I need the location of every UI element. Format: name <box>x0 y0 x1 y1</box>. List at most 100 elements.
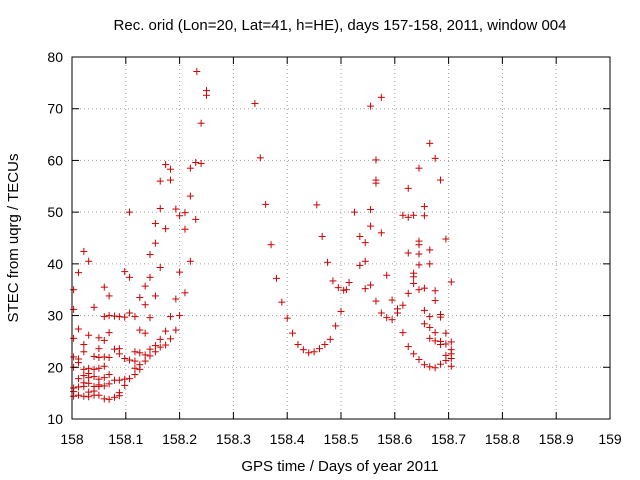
data-point <box>410 211 418 219</box>
data-point <box>186 164 194 172</box>
x-tick-label: 158.5 <box>323 431 358 447</box>
data-point <box>310 348 318 356</box>
data-point <box>186 257 194 265</box>
data-point <box>431 364 439 372</box>
data-point <box>294 341 302 349</box>
data-point <box>131 313 139 321</box>
data-point <box>372 179 380 187</box>
data-point <box>90 373 98 381</box>
data-point <box>186 192 194 200</box>
data-point <box>289 329 297 337</box>
data-point <box>70 305 78 313</box>
data-point <box>415 250 423 258</box>
data-point <box>426 334 434 342</box>
data-point <box>361 285 369 293</box>
data-point <box>80 341 88 349</box>
data-point <box>95 353 103 361</box>
data-point <box>350 208 358 216</box>
data-point <box>393 309 401 317</box>
data-point <box>426 260 434 268</box>
data-point <box>74 269 82 277</box>
y-tick-label: 10 <box>47 411 63 427</box>
data-point <box>95 391 103 399</box>
data-point <box>131 348 139 356</box>
axis-ticks: 158 158.1 158.2 158.3 158.4 158.5 158.6 158.7 15… <box>47 49 621 447</box>
data-point <box>100 353 108 361</box>
y-tick-label: 80 <box>47 49 63 65</box>
x-axis-label: GPS time / Days of year 2011 <box>241 458 438 475</box>
data-point <box>141 351 149 359</box>
data-point <box>334 284 342 292</box>
data-point <box>442 357 450 365</box>
data-point <box>324 258 332 266</box>
data-point <box>431 287 439 295</box>
data-point <box>80 348 88 356</box>
data-point <box>95 382 103 390</box>
data-point <box>176 312 184 320</box>
data-point <box>356 261 364 269</box>
data-point <box>372 297 380 305</box>
data-point <box>447 338 455 346</box>
data-point <box>146 251 154 259</box>
data-point <box>100 336 108 344</box>
data-point <box>90 365 98 373</box>
data-point <box>141 329 149 337</box>
data-point <box>80 372 88 380</box>
data-point <box>162 161 170 169</box>
data-point <box>420 320 428 328</box>
data-point <box>399 211 407 219</box>
data-point <box>166 335 174 343</box>
data-point <box>361 239 369 247</box>
data-point <box>181 225 189 233</box>
data-point <box>100 374 108 382</box>
data-point <box>415 356 423 364</box>
data-point <box>111 393 119 401</box>
data-point <box>399 329 407 337</box>
data-point <box>121 354 129 362</box>
data-point <box>399 301 407 309</box>
data-point <box>415 164 423 172</box>
data-point <box>420 284 428 292</box>
data-point <box>388 316 396 324</box>
data-point <box>121 268 129 276</box>
data-point <box>367 206 375 214</box>
data-point <box>431 337 439 345</box>
data-point <box>404 249 412 257</box>
data-point <box>162 341 170 349</box>
data-point <box>447 278 455 286</box>
data-point <box>162 225 170 233</box>
data-point <box>361 257 369 265</box>
data-point <box>121 313 129 321</box>
data-point <box>136 349 144 357</box>
x-tick-label: 158.8 <box>485 431 520 447</box>
data-point <box>151 348 159 356</box>
y-tick-label: 30 <box>47 308 63 324</box>
data-point <box>193 67 201 75</box>
data-point <box>166 165 174 173</box>
data-point <box>141 357 149 365</box>
data-point <box>74 391 82 399</box>
data-point <box>85 257 93 265</box>
data-point <box>115 392 123 400</box>
data-point <box>151 220 159 228</box>
x-tick-label: 158.7 <box>431 431 466 447</box>
data-point <box>105 353 113 361</box>
x-tick-label: 159 <box>598 431 622 447</box>
data-point <box>146 352 154 360</box>
data-point <box>100 382 108 390</box>
data-point <box>410 273 418 281</box>
data-point <box>356 232 364 240</box>
data-point <box>74 359 82 367</box>
data-point <box>367 281 375 289</box>
data-point <box>203 91 210 99</box>
data-point <box>410 280 418 288</box>
data-point <box>377 309 385 317</box>
data-point <box>172 205 180 213</box>
data-point <box>70 392 78 400</box>
data-point <box>131 357 139 365</box>
data-point <box>181 209 189 217</box>
data-point <box>126 208 134 216</box>
data-point <box>404 289 412 297</box>
data-point <box>74 383 82 391</box>
